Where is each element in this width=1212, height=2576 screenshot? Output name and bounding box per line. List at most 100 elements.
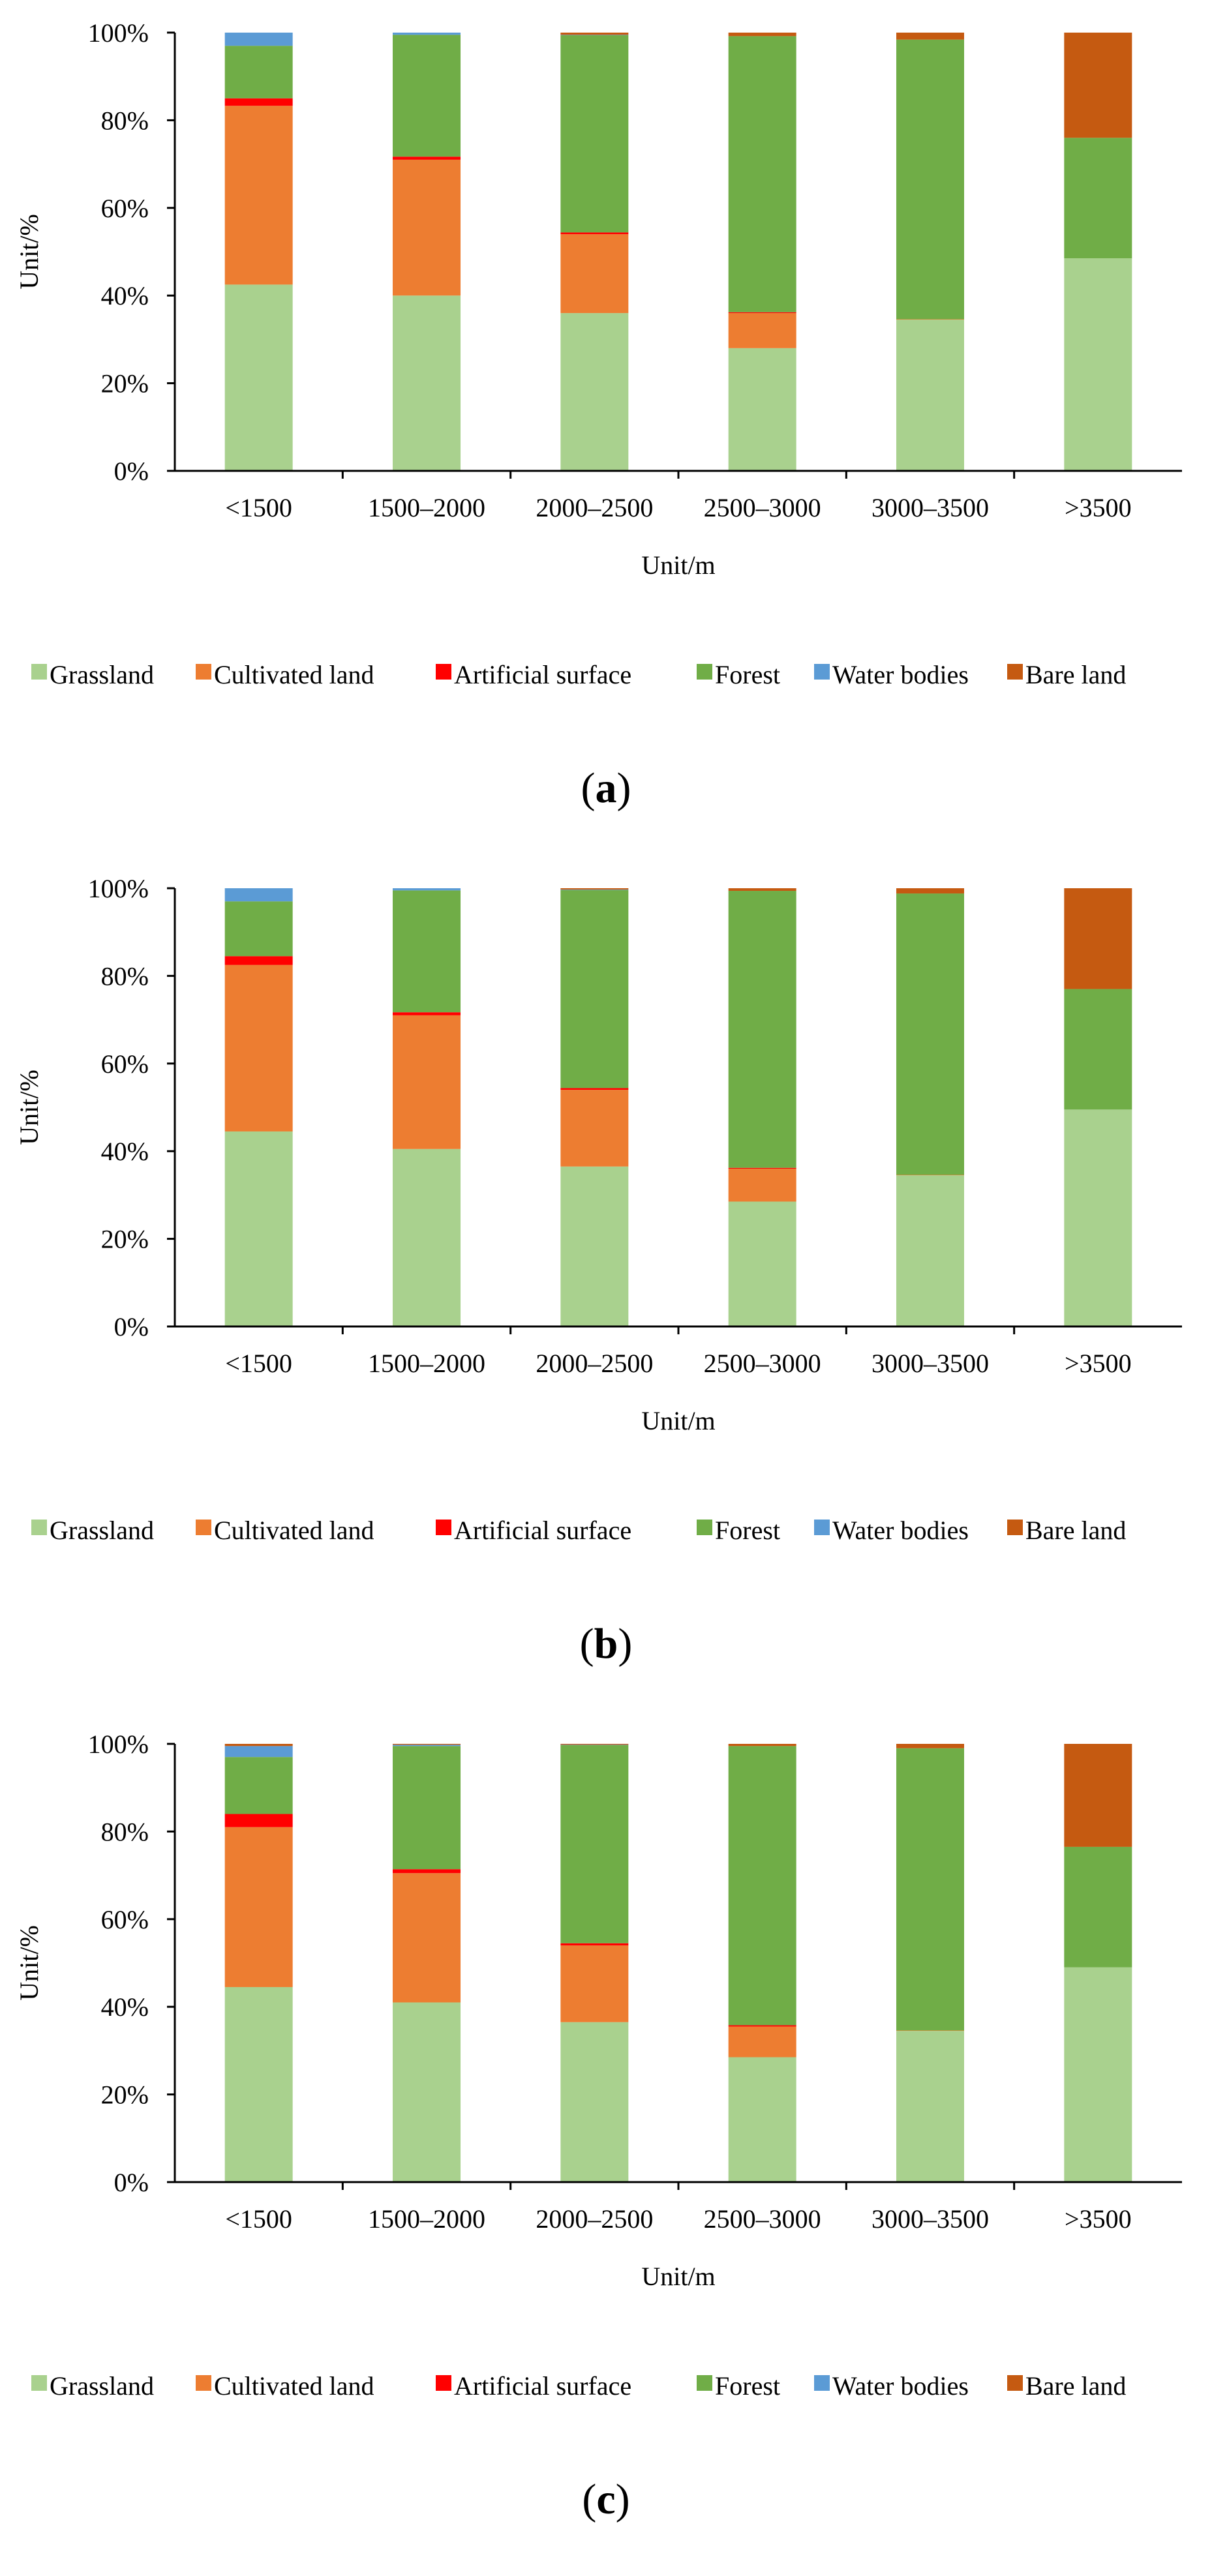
y-axis-title: Unit/% (14, 1925, 44, 2001)
bar-segment-grassland-2 (560, 1166, 629, 1326)
y-tick-label: 0% (114, 2168, 149, 2197)
legend-label: Artificial surface (454, 660, 631, 689)
bar-segment-forest-5 (1064, 989, 1132, 1110)
bar-segment-artificial-surface-3 (728, 312, 796, 314)
x-axis-title: Unit/m (641, 1406, 715, 1435)
legend-label: Grassland (50, 1516, 154, 1545)
y-tick-label: 100% (88, 1730, 149, 1759)
y-tick-label: 80% (101, 106, 149, 135)
bar-segment-grassland-1 (393, 295, 461, 471)
bar-segment-forest-5 (1064, 1846, 1132, 1968)
legend-label: Water bodies (832, 1516, 969, 1545)
x-tick-label: 1500–2000 (368, 493, 485, 522)
bar-segment-forest-1 (393, 1746, 461, 1870)
legend-swatch (814, 1520, 830, 1535)
bar-segment-grassland-3 (728, 2057, 796, 2182)
bar-segment-forest-3 (728, 36, 796, 312)
legend-swatch (814, 2375, 830, 2391)
y-tick-label: 0% (114, 1312, 149, 1341)
bar-segment-cultivated-land-1 (393, 1015, 461, 1149)
legend-swatch (196, 664, 211, 680)
bar-segment-grassland-3 (728, 1201, 796, 1326)
y-tick-label: 60% (101, 1905, 149, 1934)
bar-segment-forest-5 (1064, 138, 1132, 259)
bar-segment-forest-3 (728, 891, 796, 1168)
bar-segment-artificial-surface-0 (224, 956, 293, 965)
bar-segment-forest-2 (560, 1745, 629, 1943)
bar-segment-bare-land-4 (896, 33, 964, 40)
bar-segment-cultivated-land-3 (728, 313, 796, 348)
bar-segment-bare-land-4 (896, 1744, 964, 1748)
x-tick-label: >3500 (1065, 2204, 1132, 2234)
bar-segment-forest-2 (560, 890, 629, 1088)
legend-swatch (436, 664, 451, 680)
bar-segment-cultivated-land-0 (224, 965, 293, 1131)
bar-segment-forest-1 (393, 890, 461, 1013)
x-tick-label: 2000–2500 (536, 493, 653, 522)
bar-segment-grassland-4 (896, 320, 964, 471)
legend-label: Bare land (1025, 1516, 1126, 1545)
y-tick-label: 0% (114, 457, 149, 486)
x-tick-label: 1500–2000 (368, 2204, 485, 2234)
x-tick-label: 2500–3000 (704, 1349, 821, 1378)
y-tick-label: 100% (88, 18, 149, 48)
bar-segment-water-bodies-1 (393, 1745, 461, 1746)
legend-label: Cultivated land (214, 1516, 374, 1545)
y-tick-label: 60% (101, 1049, 149, 1079)
bar-segment-grassland-2 (560, 313, 629, 471)
legend-swatch (31, 2375, 47, 2391)
bar-segment-grassland-1 (393, 2002, 461, 2182)
legend-label: Water bodies (832, 660, 969, 689)
bar-segment-water-bodies-1 (393, 33, 461, 35)
legend-label: Bare land (1025, 2371, 1126, 2401)
bar-segment-artificial-surface-1 (393, 157, 461, 160)
y-tick-label: 20% (101, 1225, 149, 1254)
y-tick-label: 60% (101, 194, 149, 223)
bar-segment-grassland-5 (1064, 1109, 1132, 1326)
legend-swatch (1007, 2375, 1023, 2391)
x-tick-label: 1500–2000 (368, 1349, 485, 1378)
legend-swatch (1007, 664, 1023, 680)
y-tick-label: 20% (101, 369, 149, 398)
legend: Grassland Cultivated land Artificial surfa… (31, 660, 1126, 689)
y-tick-label: 40% (101, 1992, 149, 2022)
bar-segment-bare-land-3 (728, 888, 796, 891)
bar-segment-bare-land-1 (393, 1744, 461, 1745)
x-tick-label: 2000–2500 (536, 2204, 653, 2234)
x-tick-label: 2000–2500 (536, 1349, 653, 1378)
bar-segment-cultivated-land-2 (560, 1090, 629, 1167)
bar-segment-cultivated-land-2 (560, 234, 629, 314)
x-tick-label: <1500 (225, 2204, 292, 2234)
bar-segment-bare-land-0 (224, 1744, 293, 1746)
legend-swatch (697, 664, 712, 680)
bar-segment-water-bodies-0 (224, 1746, 293, 1758)
legend-swatch (196, 2375, 211, 2391)
bar-segment-cultivated-land-2 (560, 1945, 629, 2022)
bar-segment-bare-land-2 (560, 888, 629, 890)
y-axis-title: Unit/% (14, 214, 44, 290)
x-tick-label: <1500 (225, 493, 292, 522)
bar-segment-grassland-0 (224, 1131, 293, 1326)
x-tick-label: 3000–3500 (871, 2204, 989, 2234)
legend-label: Water bodies (832, 2371, 969, 2401)
y-tick-label: 80% (101, 961, 149, 991)
x-tick-label: >3500 (1065, 1349, 1132, 1378)
bar-segment-cultivated-land-0 (224, 106, 293, 285)
bar-segment-grassland-5 (1064, 258, 1132, 471)
legend-swatch (196, 1520, 211, 1535)
bar-segment-forest-4 (896, 893, 964, 1175)
y-axis-title: Unit/% (14, 1070, 44, 1145)
bar-segment-bare-land-3 (728, 33, 796, 37)
panel-letter: b (594, 1620, 618, 1668)
bar-segment-forest-2 (560, 35, 629, 233)
bar-segment-cultivated-land-3 (728, 2026, 796, 2058)
y-tick-label: 20% (101, 2080, 149, 2110)
panel-letter: a (596, 764, 617, 812)
bar-segment-forest-3 (728, 1746, 796, 2026)
bar-segment-artificial-surface-1 (393, 1869, 461, 1874)
chart-panel-a: <1500 1500–2000 2000–2500 2500–3000 3000–350… (14, 18, 1182, 812)
bar-segment-forest-4 (896, 1748, 964, 2031)
x-tick-label: 3000–3500 (871, 1349, 989, 1378)
bar-segment-cultivated-land-4 (896, 2030, 964, 2031)
